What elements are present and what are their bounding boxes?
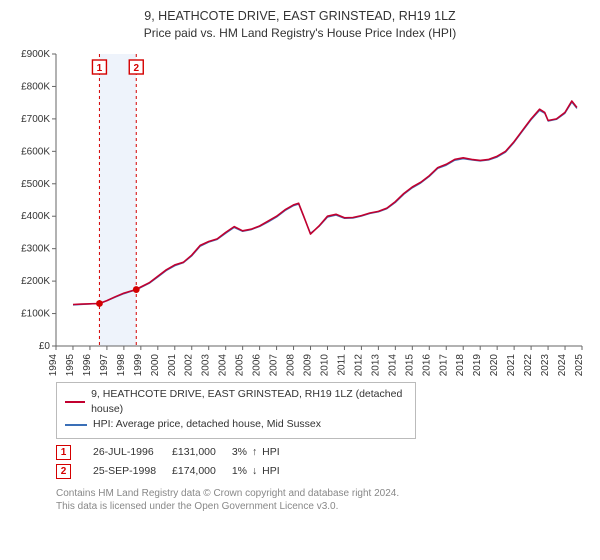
svg-text:£0: £0	[39, 341, 51, 352]
legend-label-price-paid: 9, HEATHCOTE DRIVE, EAST GRINSTEAD, RH19…	[91, 387, 407, 417]
sale-price: £174,000	[172, 462, 232, 481]
sale-date: 26-JUL-1996	[93, 443, 172, 462]
legend-row-hpi: HPI: Average price, detached house, Mid …	[65, 417, 407, 432]
svg-text:2024: 2024	[557, 353, 568, 375]
svg-text:2009: 2009	[303, 353, 314, 375]
legend-swatch-hpi	[65, 424, 87, 426]
svg-text:2007: 2007	[269, 353, 280, 375]
legend-row-price-paid: 9, HEATHCOTE DRIVE, EAST GRINSTEAD, RH19…	[65, 387, 407, 417]
line-chart-svg: £0 £100K £200K £300K £400K £500K £600K £700K £80…	[10, 46, 590, 376]
svg-text:1: 1	[97, 63, 103, 74]
sale-hpi: 1% ↓ HPI	[232, 462, 296, 481]
svg-text:2022: 2022	[523, 353, 534, 375]
svg-text:£700K: £700K	[21, 114, 50, 125]
svg-text:2016: 2016	[421, 353, 432, 375]
chart-title-line1: 9, HEATHCOTE DRIVE, EAST GRINSTEAD, RH19…	[10, 8, 590, 25]
svg-text:£600K: £600K	[21, 146, 50, 157]
svg-text:2018: 2018	[455, 353, 466, 375]
svg-text:2010: 2010	[319, 353, 330, 375]
chart-title-line2: Price paid vs. HM Land Registry's House …	[10, 26, 590, 40]
svg-text:1997: 1997	[99, 353, 110, 375]
svg-text:1996: 1996	[82, 353, 93, 375]
footnote-line2: This data is licensed under the Open Gov…	[56, 500, 590, 513]
footnote: Contains HM Land Registry data © Crown c…	[56, 487, 590, 513]
svg-text:2025: 2025	[574, 353, 585, 375]
svg-text:1994: 1994	[48, 353, 59, 375]
svg-text:2021: 2021	[506, 353, 517, 375]
svg-text:2008: 2008	[286, 353, 297, 375]
sale-row: 2 25-SEP-1998£174,0001% ↓ HPI	[56, 462, 296, 481]
sale-marker-box: 2	[56, 464, 71, 479]
svg-text:2020: 2020	[489, 353, 500, 375]
sale-date: 25-SEP-1998	[93, 462, 172, 481]
sale-marker-box: 1	[56, 445, 71, 460]
legend-box: 9, HEATHCOTE DRIVE, EAST GRINSTEAD, RH19…	[56, 382, 416, 439]
svg-text:2023: 2023	[540, 353, 551, 375]
sale-row: 1 26-JUL-1996£131,0003% ↑ HPI	[56, 443, 296, 462]
svg-text:£400K: £400K	[21, 211, 50, 222]
svg-text:£300K: £300K	[21, 244, 50, 255]
chart-plot-area: £0 £100K £200K £300K £400K £500K £600K £700K £80…	[10, 46, 590, 376]
chart-container: 9, HEATHCOTE DRIVE, EAST GRINSTEAD, RH19…	[0, 0, 600, 519]
legend-label-hpi: HPI: Average price, detached house, Mid …	[93, 417, 321, 432]
svg-text:2001: 2001	[167, 353, 178, 375]
svg-text:2012: 2012	[353, 353, 364, 375]
svg-text:2015: 2015	[404, 353, 415, 375]
svg-text:1999: 1999	[133, 353, 144, 375]
sales-table: 1 26-JUL-1996£131,0003% ↑ HPI 2 25-SEP-1998…	[56, 443, 296, 481]
sales-table-area: 1 26-JUL-1996£131,0003% ↑ HPI 2 25-SEP-1998…	[56, 443, 590, 481]
svg-text:1998: 1998	[116, 353, 127, 375]
svg-text:2003: 2003	[201, 353, 212, 375]
svg-text:2002: 2002	[184, 353, 195, 375]
svg-text:2013: 2013	[370, 353, 381, 375]
svg-text:2006: 2006	[252, 353, 263, 375]
svg-text:2000: 2000	[150, 353, 161, 375]
svg-text:£800K: £800K	[21, 81, 50, 92]
svg-text:2004: 2004	[218, 353, 229, 375]
svg-text:2: 2	[133, 63, 139, 74]
svg-text:2019: 2019	[472, 353, 483, 375]
svg-text:£500K: £500K	[21, 179, 50, 190]
svg-text:£200K: £200K	[21, 276, 50, 287]
sale-hpi: 3% ↑ HPI	[232, 443, 296, 462]
svg-text:£100K: £100K	[21, 308, 50, 319]
svg-text:2017: 2017	[438, 353, 449, 375]
footnote-line1: Contains HM Land Registry data © Crown c…	[56, 487, 590, 500]
svg-text:2005: 2005	[235, 353, 246, 375]
svg-text:2011: 2011	[336, 353, 347, 375]
sale-price: £131,000	[172, 443, 232, 462]
svg-text:1995: 1995	[65, 353, 76, 375]
svg-text:£900K: £900K	[21, 49, 50, 60]
svg-text:2014: 2014	[387, 353, 398, 375]
legend-swatch-price-paid	[65, 401, 85, 403]
